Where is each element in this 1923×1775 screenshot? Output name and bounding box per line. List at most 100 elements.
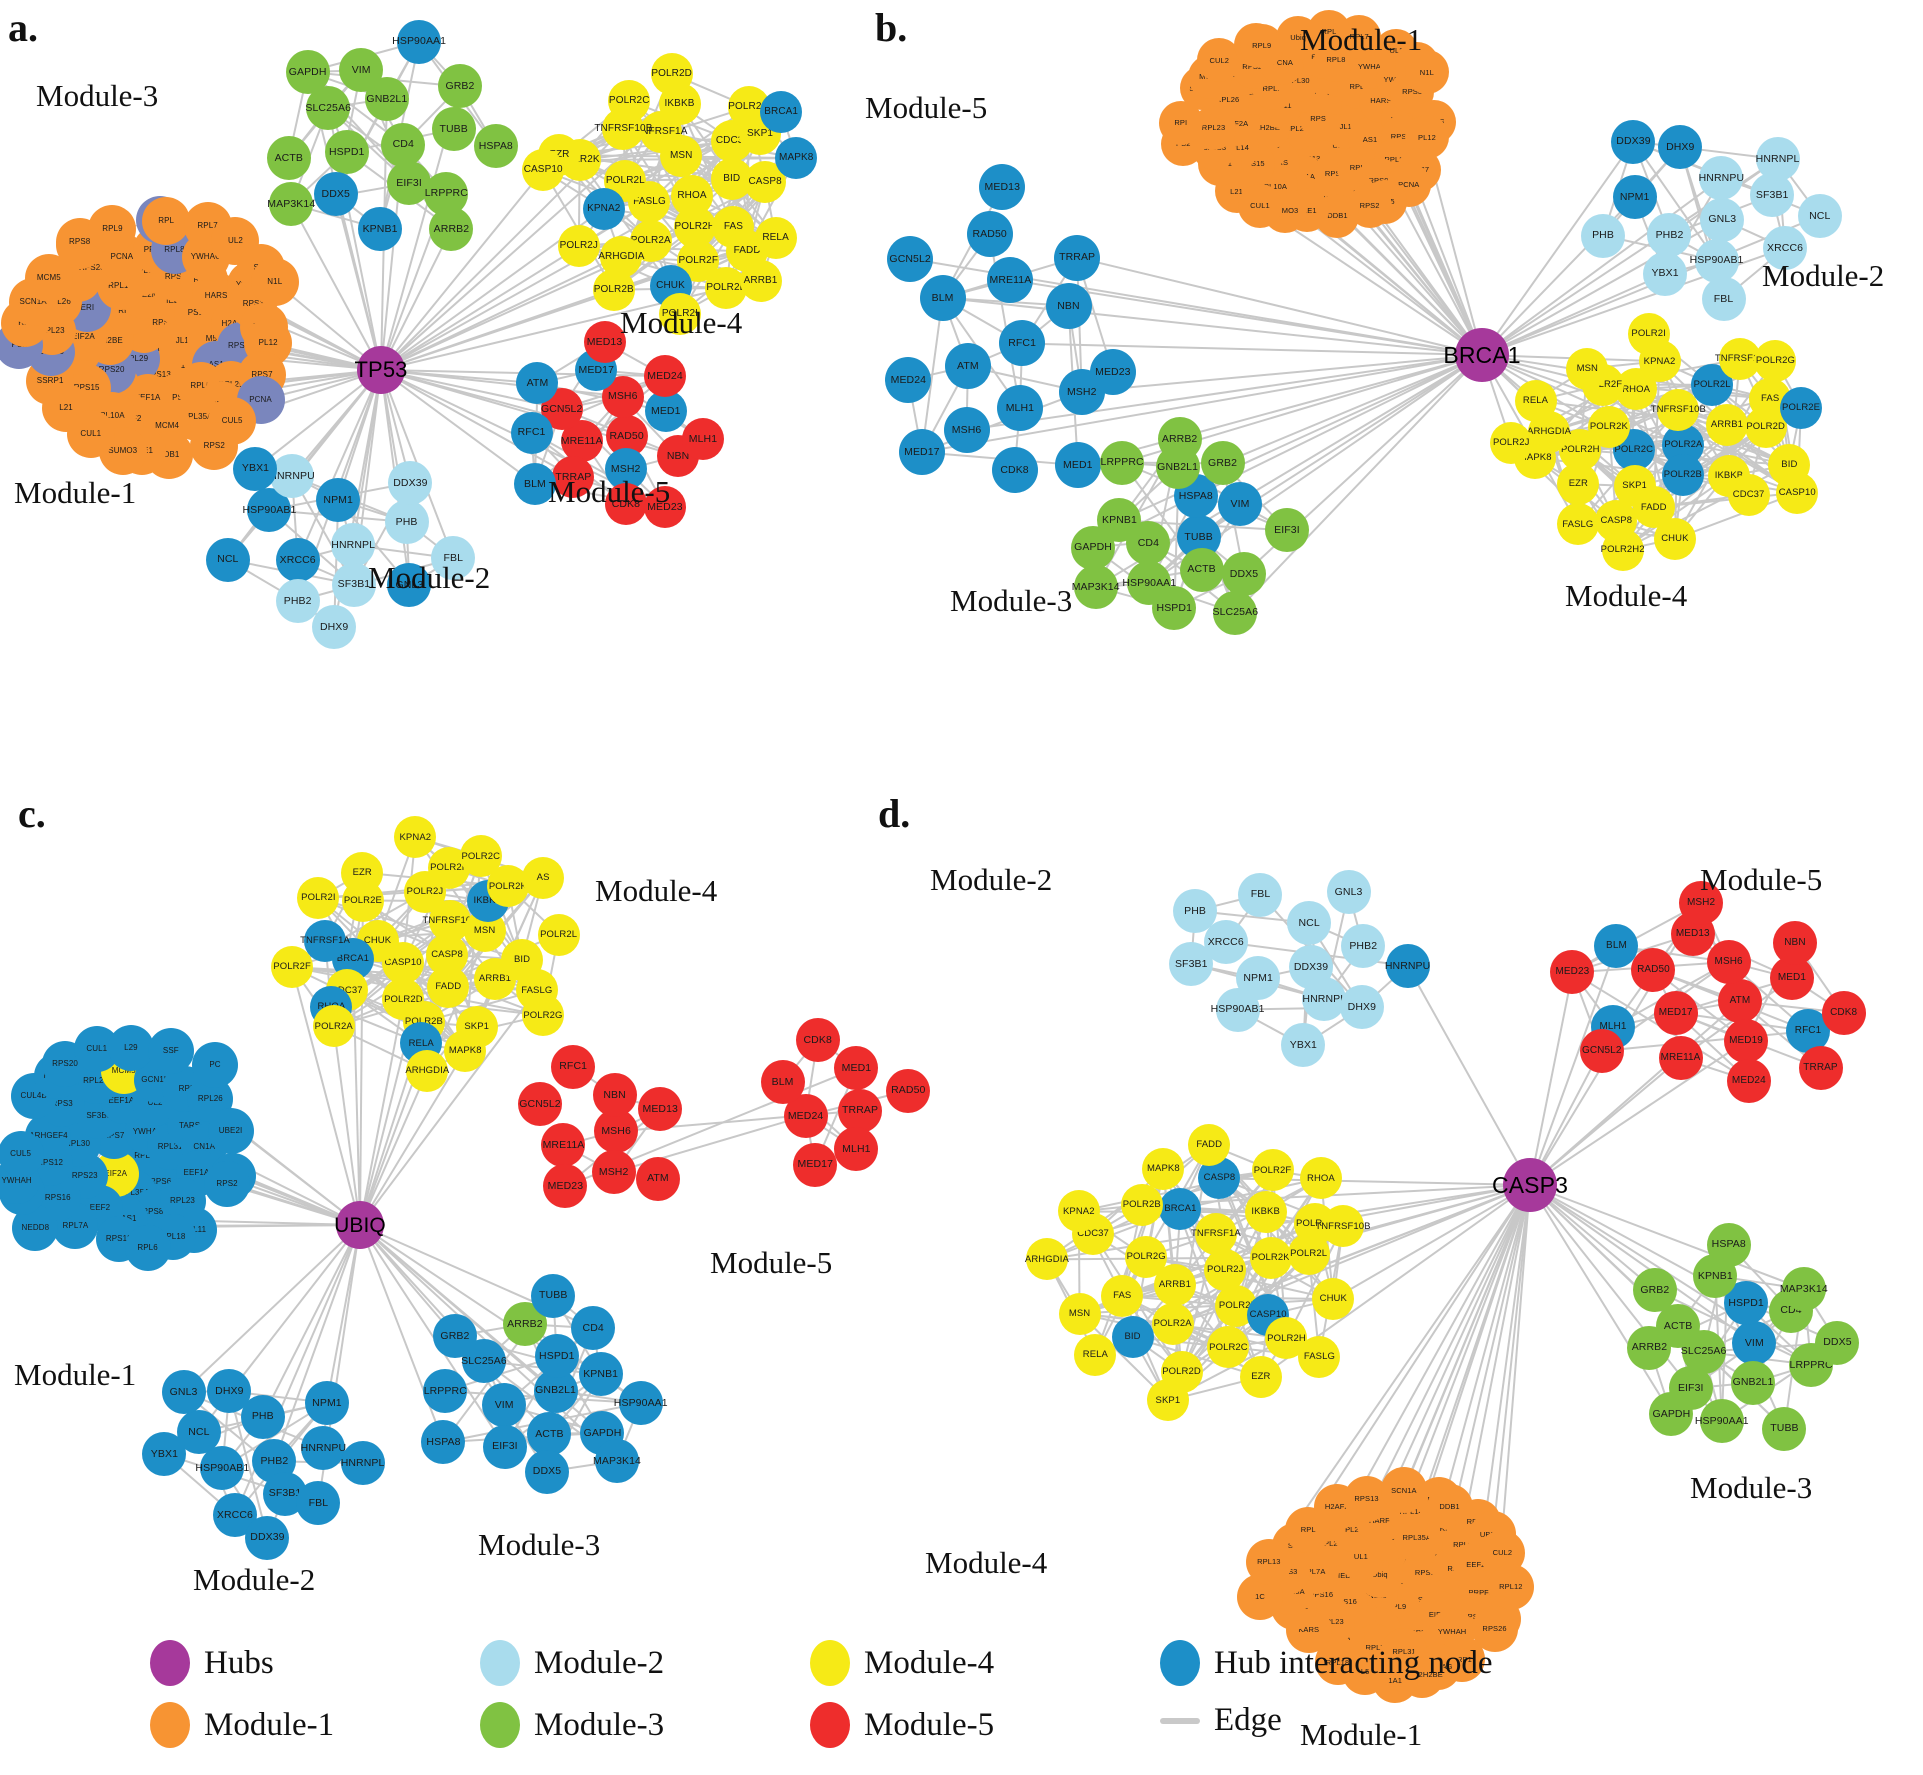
- network-node[interactable]: MED24: [885, 356, 932, 403]
- network-node[interactable]: ARRB2: [1157, 417, 1202, 462]
- network-node[interactable]: MSH2: [1058, 368, 1105, 415]
- network-node[interactable]: ARRB2: [429, 206, 474, 251]
- network-node[interactable]: POLR2G: [1125, 1236, 1168, 1279]
- network-node[interactable]: DHX9: [207, 1369, 252, 1414]
- network-node[interactable]: FADD: [427, 965, 470, 1008]
- network-node[interactable]: PHB: [1581, 213, 1626, 258]
- network-node[interactable]: RHOA: [1299, 1157, 1342, 1200]
- hub-node[interactable]: BRCA1: [1443, 328, 1521, 382]
- network-node[interactable]: BRCA1: [760, 90, 803, 133]
- network-node[interactable]: XRCC6: [275, 538, 320, 583]
- network-node[interactable]: RELA: [754, 216, 797, 259]
- network-node[interactable]: RPL13: [1245, 1539, 1292, 1586]
- network-node[interactable]: VIM: [482, 1382, 527, 1427]
- network-node[interactable]: PHB2: [1341, 924, 1386, 969]
- network-node[interactable]: HSPD1: [324, 129, 369, 174]
- network-node[interactable]: POLR2G: [1754, 339, 1797, 382]
- network-node[interactable]: MED13: [583, 321, 626, 364]
- network-node[interactable]: POLR2H2: [1601, 528, 1645, 571]
- network-node[interactable]: FAS: [1101, 1274, 1144, 1317]
- network-node[interactable]: EIF3I: [1264, 508, 1309, 553]
- network-node[interactable]: RFC1: [999, 320, 1046, 367]
- network-node[interactable]: CDC37: [1727, 473, 1770, 516]
- network-node[interactable]: PHB: [240, 1394, 285, 1439]
- network-node[interactable]: GAPDH: [1071, 525, 1116, 570]
- network-node[interactable]: HNRNPL: [1755, 137, 1800, 182]
- network-node[interactable]: FASLG: [628, 181, 671, 224]
- network-node[interactable]: DDX39: [1611, 119, 1656, 164]
- network-node[interactable]: MAPK8: [775, 137, 818, 180]
- network-node[interactable]: DDX39: [388, 460, 433, 505]
- network-node[interactable]: CDK8: [795, 1017, 840, 1062]
- network-node[interactable]: TUBB: [531, 1273, 576, 1318]
- network-node[interactable]: KPNA2: [1057, 1190, 1100, 1233]
- network-node[interactable]: RPL9: [88, 205, 137, 254]
- network-node[interactable]: KPNA2: [582, 187, 625, 230]
- network-node[interactable]: CD4: [381, 122, 426, 167]
- network-node[interactable]: MRE11A: [1658, 1036, 1703, 1081]
- network-node[interactable]: EZR: [1239, 1355, 1282, 1398]
- network-node[interactable]: POLR2C: [1207, 1326, 1250, 1369]
- network-node[interactable]: MAPK8: [1142, 1148, 1185, 1191]
- network-node[interactable]: TNFRSF1A: [1191, 1212, 1241, 1255]
- network-node[interactable]: VIM: [1218, 482, 1263, 527]
- network-node[interactable]: MAPK8: [444, 1029, 487, 1072]
- network-node[interactable]: FADD: [1188, 1123, 1231, 1166]
- network-node[interactable]: YBX1: [233, 446, 278, 491]
- network-node[interactable]: CHUK: [1653, 517, 1696, 560]
- network-node[interactable]: DDX5: [1815, 1320, 1860, 1365]
- network-node[interactable]: GAPDH: [285, 49, 330, 94]
- network-node[interactable]: ATM: [635, 1156, 680, 1201]
- network-node[interactable]: DDX39: [245, 1515, 290, 1560]
- network-node[interactable]: BLM: [760, 1060, 805, 1105]
- network-node[interactable]: LRPPRC: [1100, 440, 1145, 485]
- network-node[interactable]: HSPA8: [421, 1420, 466, 1465]
- network-node[interactable]: FBL: [1238, 872, 1283, 917]
- network-node[interactable]: RFC1: [551, 1044, 596, 1089]
- network-node[interactable]: BRCA1: [1159, 1187, 1202, 1230]
- network-node[interactable]: ATM: [1717, 979, 1762, 1024]
- network-node[interactable]: HSP90AB1: [1211, 987, 1264, 1032]
- network-node[interactable]: CUL1: [1237, 184, 1282, 229]
- network-node[interactable]: GRB2: [437, 64, 482, 109]
- network-node[interactable]: HNRNPU: [269, 453, 315, 498]
- network-node[interactable]: MED23: [1550, 950, 1595, 995]
- network-node[interactable]: DDX5: [524, 1449, 569, 1494]
- network-node[interactable]: RAD50: [1631, 947, 1676, 992]
- network-node[interactable]: GRB2: [432, 1314, 477, 1359]
- network-node[interactable]: CDK8: [991, 447, 1038, 494]
- network-node[interactable]: CD4: [571, 1306, 616, 1351]
- network-node[interactable]: ARHGDIA: [405, 1050, 449, 1093]
- network-node[interactable]: DHX9: [312, 604, 357, 649]
- network-node[interactable]: SLC25A6: [1213, 590, 1258, 635]
- network-node[interactable]: POLR2D: [650, 52, 693, 95]
- network-node[interactable]: TRRAP: [1054, 234, 1101, 281]
- network-node[interactable]: NCL: [1797, 193, 1842, 238]
- network-node[interactable]: GRB2: [1632, 1268, 1677, 1313]
- network-node[interactable]: FBL: [431, 536, 476, 581]
- network-node[interactable]: EIF3I: [482, 1424, 527, 1469]
- network-node[interactable]: NBN: [1772, 920, 1817, 965]
- network-node[interactable]: MSN: [1566, 347, 1609, 390]
- network-node[interactable]: BID: [1111, 1316, 1154, 1359]
- network-node[interactable]: RPS2: [204, 1161, 251, 1208]
- network-node[interactable]: MED1: [1054, 442, 1101, 489]
- network-node[interactable]: POLR2C: [608, 79, 651, 122]
- network-node[interactable]: HNRNPL: [1302, 976, 1347, 1021]
- network-node[interactable]: POLR2I: [297, 877, 340, 920]
- network-node[interactable]: HSPD1: [534, 1334, 579, 1379]
- network-node[interactable]: CUL1: [66, 409, 115, 458]
- network-node[interactable]: MED23: [1089, 349, 1136, 396]
- network-node[interactable]: ARRB1: [739, 259, 782, 302]
- network-node[interactable]: FBL: [1701, 277, 1746, 322]
- network-node[interactable]: MAP3K14: [593, 1438, 641, 1483]
- network-node[interactable]: CASP10: [1776, 471, 1819, 514]
- network-node[interactable]: POLR2B: [1120, 1184, 1163, 1226]
- network-node[interactable]: BLM: [919, 274, 966, 321]
- network-node[interactable]: MSH2: [1679, 881, 1724, 926]
- network-node[interactable]: EZR: [1557, 462, 1600, 505]
- network-node[interactable]: VIM: [1732, 1321, 1777, 1366]
- network-node[interactable]: TRRAP: [552, 455, 595, 498]
- network-node[interactable]: MAP3K14: [267, 181, 315, 226]
- network-node[interactable]: LRPPRC: [1789, 1342, 1834, 1387]
